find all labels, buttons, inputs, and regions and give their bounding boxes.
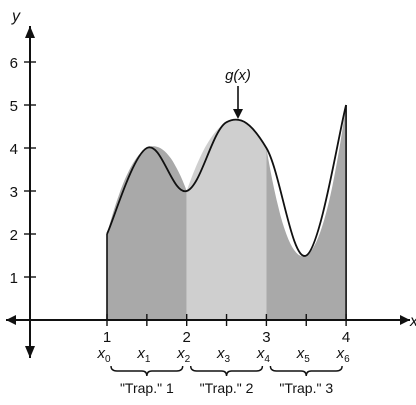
- y-tick-label: 4: [10, 141, 18, 158]
- function-callout: g(x): [225, 67, 251, 119]
- brace-3: [269, 365, 343, 377]
- x-subscript-label: x3: [216, 345, 231, 365]
- x-tick-label: 2: [183, 329, 191, 346]
- axes: x y: [6, 8, 416, 358]
- y-tick-label: 1: [10, 270, 18, 287]
- x-axis-left-arrow: [6, 315, 16, 325]
- brace-2: [190, 365, 264, 377]
- y-axis-down-arrow: [25, 346, 35, 358]
- x-axis-right-arrow: [400, 315, 410, 325]
- trapezoid-label-3: "Trap." 3: [279, 380, 333, 396]
- x-subscript-label: x4: [256, 345, 271, 365]
- shaded-regions: [106, 105, 347, 320]
- y-tick-label: 3: [10, 184, 18, 201]
- x-subscript-label: x5: [296, 345, 311, 365]
- shaded-region-3: [266, 105, 347, 320]
- y-ticks: 1 2 3 4 5 6: [10, 55, 36, 287]
- x-subscript-labels: x0 x1 x2 x3 x4 x5 x6: [96, 345, 350, 365]
- y-axis-up-arrow: [25, 26, 35, 38]
- function-label: g(x): [225, 67, 251, 84]
- x-tick-label: 1: [103, 329, 111, 346]
- x-subscript-label: x2: [176, 345, 191, 365]
- x-subscript-label: x6: [336, 345, 351, 365]
- x-ticks: 1 2 3 4: [103, 314, 350, 346]
- trapezoid-label-2: "Trap." 2: [200, 380, 254, 396]
- y-tick-label: 2: [10, 227, 18, 244]
- x-axis-label: x: [409, 313, 416, 330]
- y-tick-label: 5: [10, 98, 18, 115]
- trapezoid-braces: "Trap." 1 "Trap." 2 "Trap." 3: [110, 365, 343, 396]
- x-tick-label: 3: [262, 329, 270, 346]
- x-subscript-label: x0: [96, 345, 111, 365]
- callout-arrow-head: [233, 109, 243, 119]
- shaded-region-2: [186, 119, 267, 320]
- shaded-region-1: [107, 146, 187, 320]
- brace-1: [110, 365, 184, 377]
- y-axis-label: y: [11, 8, 21, 25]
- x-subscript-label: x1: [136, 345, 151, 365]
- curve-g: [106, 104, 347, 257]
- y-tick-label: 6: [10, 55, 18, 72]
- trapezoid-label-1: "Trap." 1: [120, 380, 174, 396]
- x-tick-label: 4: [342, 329, 350, 346]
